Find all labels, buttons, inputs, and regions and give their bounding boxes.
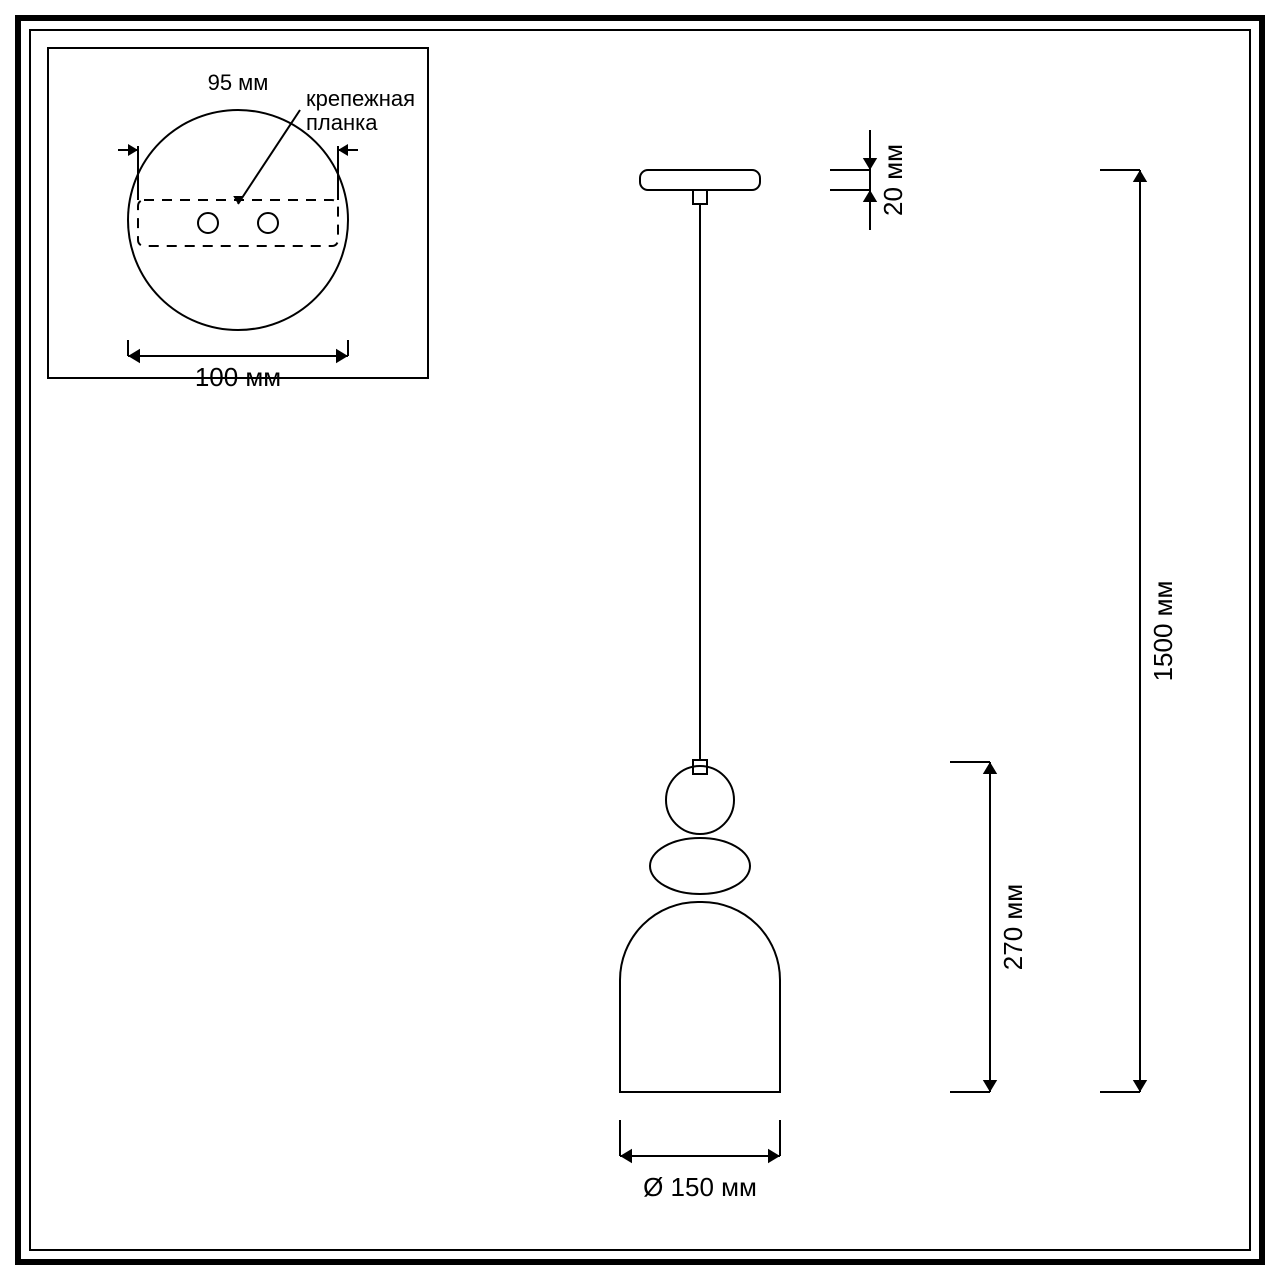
svg-text:100 мм: 100 мм <box>195 362 281 392</box>
mounting-hole-0 <box>198 213 218 233</box>
svg-text:Ø 150 мм: Ø 150 мм <box>643 1172 757 1202</box>
canopy-top-view <box>128 110 348 330</box>
mounting-bracket <box>138 200 338 246</box>
callout-line <box>238 110 300 204</box>
canopy-connector <box>693 190 707 204</box>
svg-text:планка: планка <box>306 110 378 135</box>
svg-text:1500 мм: 1500 мм <box>1148 581 1178 682</box>
inner-frame <box>30 30 1250 1250</box>
svg-text:270 мм: 270 мм <box>998 884 1028 970</box>
decor-disc <box>650 838 750 894</box>
canopy <box>640 170 760 190</box>
outer-frame <box>18 18 1262 1262</box>
svg-text:крепежная: крепежная <box>306 86 415 111</box>
svg-text:20 мм: 20 мм <box>878 144 908 216</box>
svg-text:95 мм: 95 мм <box>208 70 269 95</box>
mounting-hole-1 <box>258 213 278 233</box>
shade <box>620 902 780 1092</box>
decor-ball <box>666 766 734 834</box>
